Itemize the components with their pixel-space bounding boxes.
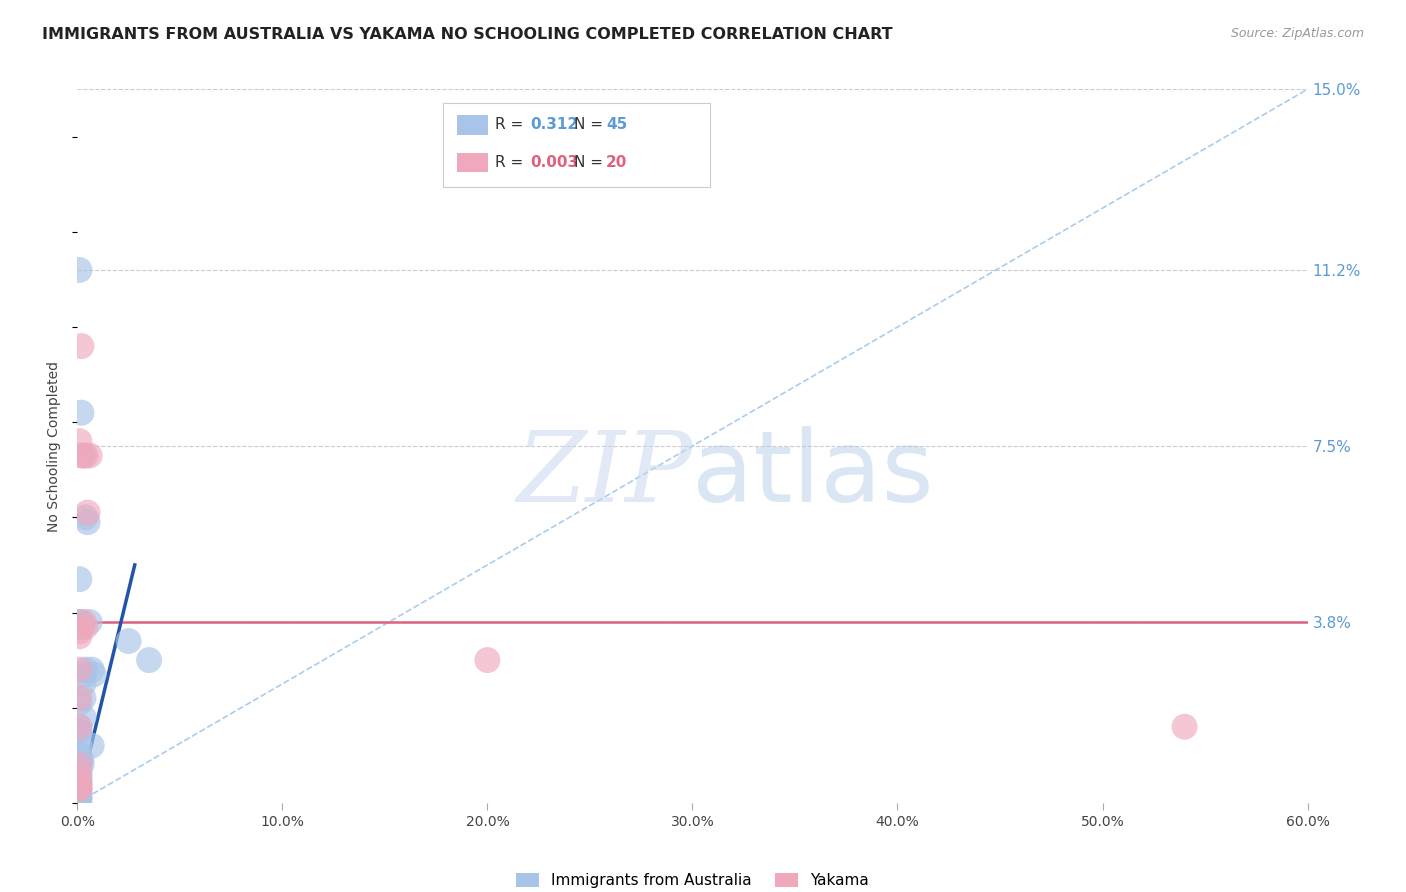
Point [70, 615, 93, 629]
Point [76, 515, 98, 529]
Point [138, 653, 160, 667]
Point [67, 791, 90, 805]
Point [117, 634, 139, 648]
Point [67, 757, 90, 772]
Point [67, 263, 90, 277]
Point [70, 339, 93, 353]
Point [67, 777, 90, 791]
Point [67, 753, 90, 767]
Point [67, 767, 90, 781]
Text: N =: N = [574, 118, 607, 132]
Y-axis label: No Schooling Completed: No Schooling Completed [48, 360, 62, 532]
Point [67, 796, 90, 810]
Point [67, 691, 90, 706]
Point [67, 767, 90, 781]
Point [70, 757, 93, 772]
Point [1174, 720, 1197, 734]
Legend: Immigrants from Australia, Yakama: Immigrants from Australia, Yakama [516, 873, 869, 888]
Point [477, 653, 499, 667]
Point [80, 739, 103, 753]
Text: Source: ZipAtlas.com: Source: ZipAtlas.com [1230, 27, 1364, 40]
Text: 0.003: 0.003 [530, 155, 578, 169]
Point [67, 781, 90, 796]
Point [67, 720, 90, 734]
Point [67, 748, 90, 763]
Point [76, 506, 98, 520]
Point [67, 572, 90, 586]
Point [72, 667, 94, 681]
Point [67, 724, 90, 739]
Point [75, 510, 97, 524]
Point [72, 677, 94, 691]
Point [83, 667, 105, 681]
Point [67, 663, 90, 677]
Text: R =: R = [495, 118, 529, 132]
Point [67, 696, 90, 710]
Point [75, 449, 97, 463]
Point [70, 620, 93, 634]
Point [75, 663, 97, 677]
Point [72, 615, 94, 629]
Point [67, 629, 90, 643]
Point [67, 739, 90, 753]
Point [72, 449, 94, 463]
Point [67, 777, 90, 791]
Point [67, 624, 90, 639]
Point [67, 772, 90, 786]
Point [67, 724, 90, 739]
Point [67, 791, 90, 805]
Point [70, 753, 93, 767]
Point [67, 786, 90, 800]
Point [72, 691, 94, 706]
Point [70, 406, 93, 420]
Point [67, 781, 90, 796]
Text: ZIP: ZIP [516, 427, 693, 522]
Point [70, 449, 93, 463]
Point [67, 786, 90, 800]
Text: 45: 45 [606, 118, 627, 132]
Point [67, 763, 90, 777]
Point [79, 615, 101, 629]
Point [67, 772, 90, 786]
Text: atlas: atlas [693, 426, 934, 523]
Text: 0.312: 0.312 [530, 118, 578, 132]
Point [72, 710, 94, 724]
Point [70, 620, 93, 634]
Point [67, 434, 90, 449]
Text: 20: 20 [606, 155, 627, 169]
Point [67, 615, 90, 629]
Point [67, 748, 90, 763]
Text: N =: N = [574, 155, 607, 169]
Point [80, 663, 103, 677]
Point [75, 620, 97, 634]
Point [67, 781, 90, 796]
Point [67, 791, 90, 805]
Point [67, 720, 90, 734]
Point [79, 449, 101, 463]
Point [67, 781, 90, 796]
Text: R =: R = [495, 155, 529, 169]
Text: IMMIGRANTS FROM AUSTRALIA VS YAKAMA NO SCHOOLING COMPLETED CORRELATION CHART: IMMIGRANTS FROM AUSTRALIA VS YAKAMA NO S… [42, 27, 893, 42]
Point [67, 777, 90, 791]
